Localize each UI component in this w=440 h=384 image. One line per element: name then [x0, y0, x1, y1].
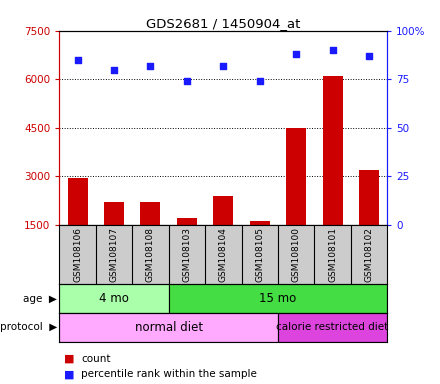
Bar: [250, 222, 270, 225]
Text: GSM108105: GSM108105: [255, 227, 264, 282]
Text: 15 mo: 15 mo: [259, 292, 297, 305]
Text: count: count: [81, 354, 111, 364]
Point: [147, 63, 154, 69]
Bar: [104, 202, 124, 225]
Bar: [59, 284, 169, 313]
Bar: [213, 195, 233, 225]
Text: percentile rank within the sample: percentile rank within the sample: [81, 369, 257, 379]
Bar: [177, 218, 197, 225]
Point: [183, 78, 191, 84]
Text: GSM108104: GSM108104: [219, 227, 228, 282]
Text: ■: ■: [64, 354, 74, 364]
Bar: [169, 284, 387, 313]
Text: ■: ■: [64, 369, 74, 379]
Text: normal diet: normal diet: [135, 321, 203, 334]
Bar: [59, 313, 278, 342]
Text: protocol  ▶: protocol ▶: [0, 322, 57, 333]
Text: calorie restricted diet: calorie restricted diet: [276, 322, 389, 333]
Point: [293, 51, 300, 57]
Text: age  ▶: age ▶: [23, 293, 57, 304]
Point: [74, 57, 81, 63]
Point: [329, 47, 336, 53]
Text: 4 mo: 4 mo: [99, 292, 129, 305]
Bar: [278, 313, 387, 342]
Title: GDS2681 / 1450904_at: GDS2681 / 1450904_at: [146, 17, 301, 30]
Text: GSM108100: GSM108100: [292, 227, 301, 282]
Bar: [68, 178, 88, 225]
Point: [220, 63, 227, 69]
Text: GSM108103: GSM108103: [182, 227, 191, 282]
Text: GSM108108: GSM108108: [146, 227, 155, 282]
Point: [366, 53, 373, 59]
Text: GSM108101: GSM108101: [328, 227, 337, 282]
Text: GSM108102: GSM108102: [364, 227, 374, 282]
Point: [110, 66, 117, 73]
Bar: [359, 170, 379, 225]
Point: [256, 78, 263, 84]
Bar: [323, 76, 343, 225]
Text: GSM108106: GSM108106: [73, 227, 82, 282]
Bar: [140, 202, 161, 225]
Text: GSM108107: GSM108107: [110, 227, 118, 282]
Bar: [286, 128, 306, 225]
